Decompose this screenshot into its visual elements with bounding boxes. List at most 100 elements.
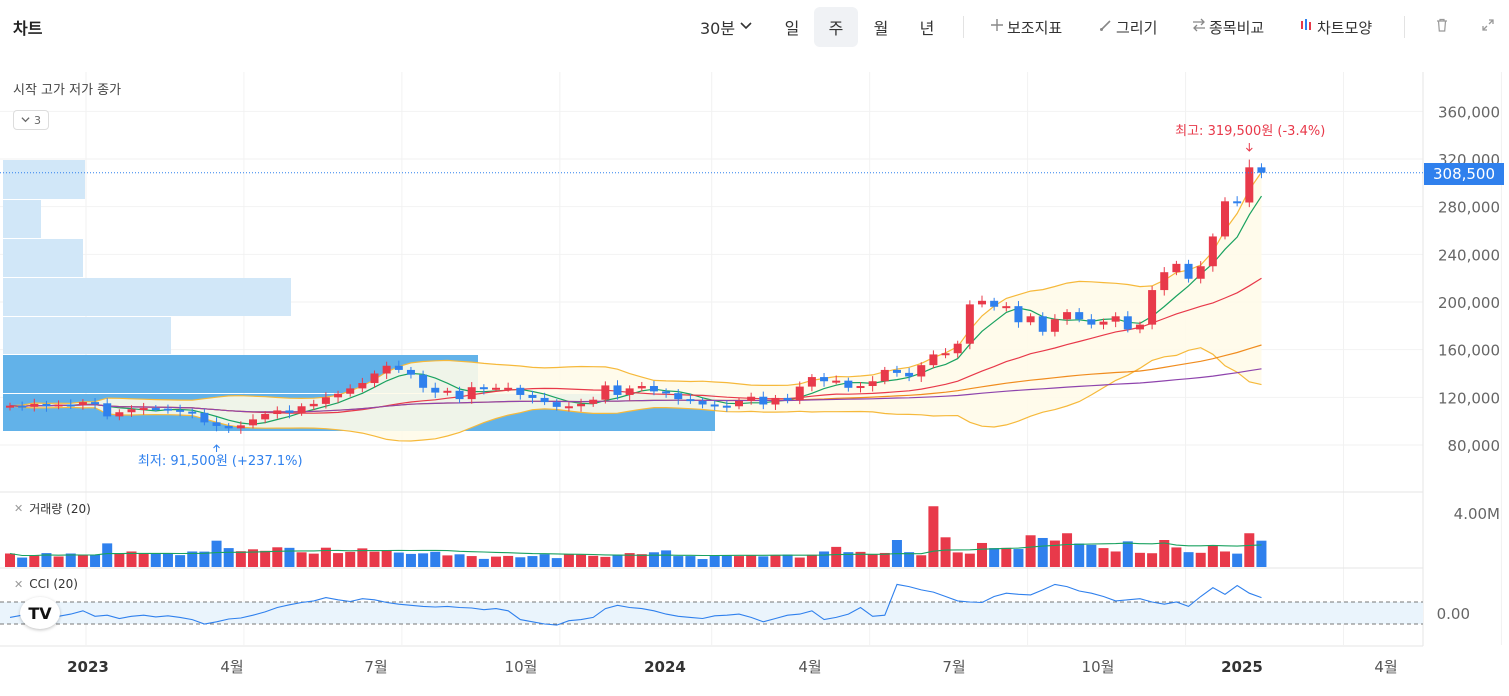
candle-body (334, 393, 343, 398)
candle-body (722, 405, 731, 408)
expand-button[interactable] (1481, 0, 1495, 54)
candle-body (370, 373, 379, 384)
period-tab-month[interactable]: 월 (873, 19, 889, 38)
volume-bar (1049, 540, 1060, 567)
volume-bar (138, 553, 149, 567)
volume-bar (977, 542, 987, 567)
volume-bar (369, 551, 380, 567)
candle-body (820, 377, 829, 382)
volume-bar (576, 554, 587, 567)
period-tab-week[interactable]: 주 (814, 7, 858, 47)
volume-bar (819, 551, 830, 567)
volume-bar (503, 555, 514, 567)
legend-count: 3 (34, 113, 41, 127)
candle-body (662, 391, 671, 394)
ma120-line (9, 368, 1262, 413)
volume-bar (90, 554, 101, 567)
legend-collapse-button[interactable]: 3 (13, 110, 49, 130)
x-axis-tick-label: 7월 (942, 658, 965, 676)
cci-line (9, 583, 1262, 626)
candle-body (297, 406, 306, 413)
volume-bar (454, 554, 465, 567)
x-axis-tick-label: 2023 (67, 658, 109, 676)
volume-bar (588, 555, 599, 567)
pencil-icon (1099, 18, 1113, 36)
x-axis-tick-label: 4월 (220, 658, 243, 676)
y-axis-tick-label: 200,000 (1438, 294, 1500, 312)
volume-bar (53, 556, 64, 567)
chart-style-button[interactable]: 차트모양 (1300, 0, 1372, 54)
candle-body (735, 400, 743, 407)
compare-button[interactable]: 종목비교 (1192, 0, 1264, 54)
volume-bar (1207, 544, 1218, 567)
volume-bar (806, 554, 817, 567)
volume-bar (721, 555, 732, 567)
volume-bar (648, 552, 659, 567)
candle-body (1063, 312, 1072, 320)
y-axis-tick-label: 240,000 (1438, 246, 1500, 264)
trash-button[interactable] (1434, 0, 1450, 54)
candle-body (504, 387, 513, 390)
draw-button[interactable]: 그리기 (1099, 0, 1157, 54)
volume-bar (527, 556, 538, 567)
candle-body (42, 403, 51, 407)
candle-body (249, 419, 257, 426)
candle-body (1026, 316, 1035, 323)
volume-bar (126, 551, 137, 567)
volume-bar (284, 547, 295, 567)
candle-body (1196, 266, 1205, 279)
candle-body (321, 397, 330, 404)
compare-icon (1192, 18, 1206, 36)
candle-body (832, 380, 841, 383)
candle-body (1135, 324, 1144, 330)
volume-bar (248, 549, 258, 567)
close-icon[interactable]: ✕ (14, 577, 24, 591)
candle-body (637, 386, 646, 389)
volume-bar (308, 553, 319, 567)
period-tab-day[interactable]: 일 (784, 19, 800, 38)
candle-body (236, 425, 245, 429)
candle-body (127, 409, 136, 413)
volume-bar (539, 554, 550, 567)
volume-bar (357, 548, 368, 567)
candle-body (479, 387, 488, 390)
volume-bar (272, 547, 283, 567)
volume-bar (17, 557, 28, 567)
volume-bar (1074, 543, 1085, 567)
candle-body (492, 387, 500, 390)
volume-bar (1122, 541, 1133, 567)
candle-body (564, 406, 573, 409)
volume-bar (442, 555, 453, 567)
volume-bar (405, 553, 416, 567)
volume-bar (1183, 552, 1194, 567)
candle-body (880, 369, 889, 382)
candle-body (625, 388, 634, 395)
candle-body (1014, 306, 1023, 323)
close-icon[interactable]: ✕ (14, 502, 24, 515)
interval-dropdown[interactable]: 30분 (700, 0, 753, 54)
volume-bar (673, 556, 684, 567)
indicator-button[interactable]: 보조지표 (990, 0, 1062, 54)
volume-bar (65, 553, 76, 567)
volume-bar (709, 555, 720, 567)
candle-body (698, 400, 707, 405)
candle-body (200, 412, 209, 423)
period-tab-year[interactable]: 년 (919, 19, 935, 38)
volume-profile-bar (3, 160, 85, 199)
volume-bar (928, 506, 939, 567)
volume-bar (1171, 547, 1182, 567)
volume-bar (746, 555, 757, 567)
volume-bar (940, 537, 951, 567)
cci-axis-tick-label: 0.00 (1437, 605, 1470, 623)
volume-bar (636, 554, 647, 567)
candle-body (856, 386, 865, 389)
y-axis-tick-label: 280,000 (1438, 199, 1500, 217)
volume-bar (29, 555, 40, 567)
candle-body (1160, 272, 1169, 291)
volume-profile-bar (3, 278, 291, 316)
candle-body (66, 404, 75, 407)
candle-body (115, 412, 124, 417)
candle-body (346, 388, 355, 394)
candle-body (419, 374, 428, 388)
